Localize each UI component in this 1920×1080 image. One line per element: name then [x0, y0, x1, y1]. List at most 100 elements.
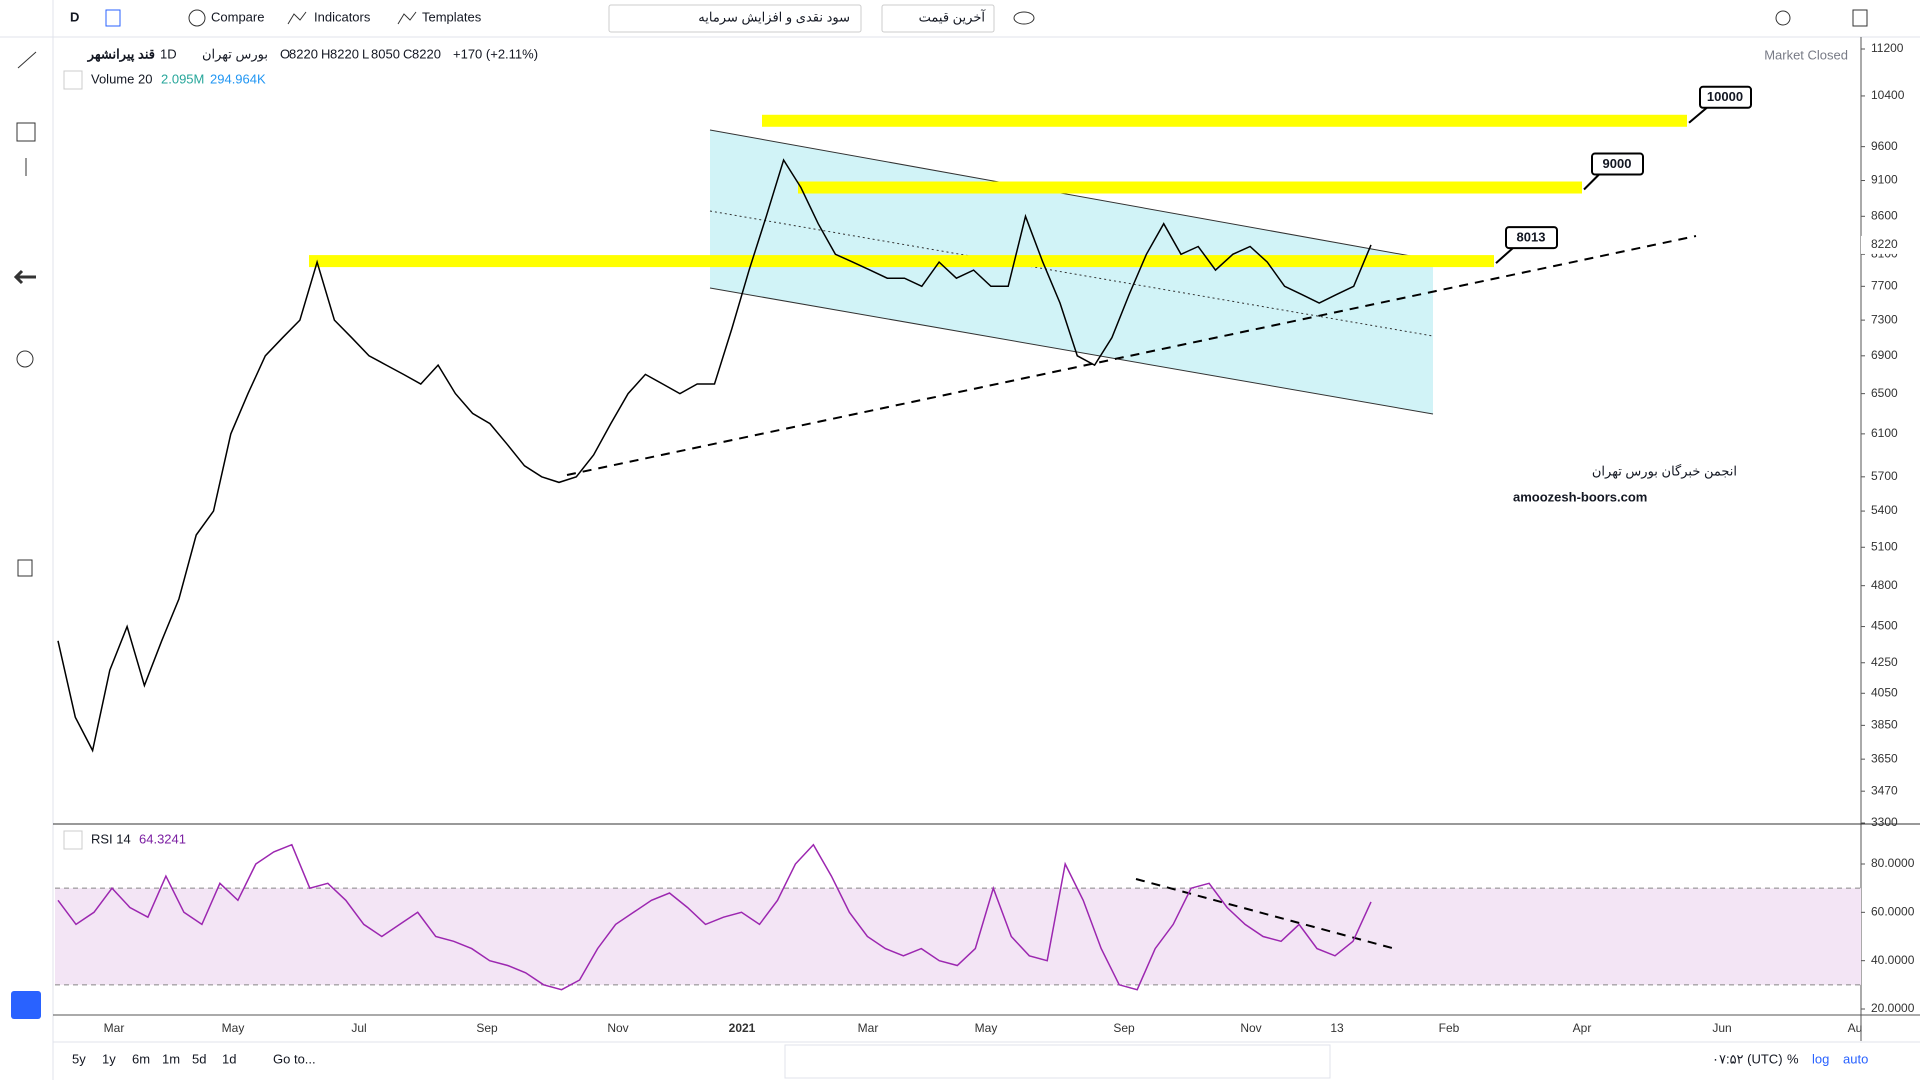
ohlc-key: O — [280, 46, 290, 61]
x-tick-label: Jul — [351, 1021, 366, 1035]
y-tick-label: 3850 — [1871, 718, 1898, 732]
callout-box — [1699, 85, 1752, 109]
visibility-icon[interactable] — [1013, 11, 1035, 25]
compare-button[interactable]: Compare — [211, 9, 264, 24]
x-tick-label: Sep — [476, 1021, 498, 1035]
rsi-trend-line — [1135, 878, 1393, 949]
auto-button[interactable]: auto — [1843, 1051, 1868, 1066]
callout-pointer — [1495, 246, 1515, 264]
range-button[interactable]: 1d — [222, 1051, 236, 1066]
ohlc-value: 8220 — [289, 46, 318, 61]
callout-label: 9000 — [1603, 156, 1632, 171]
y-tick-label: 3650 — [1871, 751, 1898, 765]
x-tick-label: Au — [1848, 1021, 1863, 1035]
back-tool[interactable] — [13, 269, 36, 285]
x-tick-label: Nov — [607, 1021, 628, 1035]
rsi-pane — [55, 887, 1861, 986]
level-band — [762, 114, 1687, 127]
layout-icon[interactable] — [1852, 9, 1868, 27]
channel-lower — [709, 287, 1434, 415]
y-tick-label: 3300 — [1871, 815, 1898, 829]
templates-button[interactable]: Templates — [422, 9, 482, 24]
callout-label: 10000 — [1707, 89, 1743, 104]
rsi-value: 64.3241 — [139, 831, 186, 846]
watermark-url: amoozesh-boors.com — [1513, 489, 1647, 504]
collapse-button[interactable] — [63, 70, 83, 90]
y-tick-label: 5100 — [1871, 539, 1898, 553]
rsi-title: RSI 14 — [91, 831, 131, 846]
shape-tool[interactable] — [16, 122, 36, 142]
y-tick-label: 8600 — [1871, 208, 1898, 222]
ohlc-key: C — [403, 46, 412, 61]
range-button[interactable]: 6m — [132, 1051, 150, 1066]
settings-icon[interactable] — [1775, 10, 1791, 26]
range-button[interactable]: 5y — [72, 1051, 86, 1066]
x-tick-label: Apr — [1573, 1021, 1592, 1035]
percent-button[interactable]: % — [1787, 1051, 1799, 1066]
favorites-button[interactable] — [11, 991, 41, 1019]
indicators-button[interactable]: Indicators — [314, 9, 371, 24]
symbol-name: قند پیرانشهر — [87, 46, 155, 62]
y-tick-label: 7700 — [1871, 278, 1898, 292]
range-button[interactable]: 5d — [192, 1051, 206, 1066]
x-tick-label: Feb — [1439, 1021, 1460, 1035]
y-tick-label: 10400 — [1871, 88, 1905, 102]
price-type-label: آخرین قیمت — [919, 8, 987, 25]
channel-mid — [709, 210, 1434, 337]
market-status: Market Closed — [1764, 47, 1848, 62]
callout-pointer — [1583, 172, 1601, 191]
ohlc-key: H — [321, 46, 330, 61]
range-button[interactable]: 1m — [162, 1051, 180, 1066]
trash-tool[interactable] — [17, 559, 33, 577]
y-tick-label: 4800 — [1871, 578, 1898, 592]
bottom-bar: 5y 1y 6m 1m 5d 1d Go to... ۰۷:۵۲ (UTC)% log auto — [72, 1051, 1868, 1066]
candle-icon[interactable] — [105, 9, 121, 27]
interval-button[interactable]: D — [70, 9, 79, 24]
y-tick-label: 9100 — [1871, 173, 1898, 187]
compare-icon[interactable] — [188, 9, 206, 27]
ohlc-value: 8220 — [330, 46, 359, 61]
last-price-label: 8220 — [1871, 237, 1898, 251]
trend-line — [566, 235, 1697, 476]
price-line — [57, 158, 1372, 753]
left-toolbar — [13, 51, 37, 577]
range-button[interactable]: 1y — [102, 1051, 116, 1066]
price-type-dropdown[interactable] — [881, 4, 995, 33]
y-tick-label: 4500 — [1871, 619, 1898, 633]
channel-fill — [710, 130, 1433, 414]
collapse-button[interactable] — [63, 830, 83, 850]
legend-change: +170 (+2.11%) — [453, 46, 538, 61]
y-tick-label: 7300 — [1871, 312, 1898, 326]
y-tick-label: 3470 — [1871, 783, 1898, 797]
x-tick-label: Sep — [1113, 1021, 1135, 1035]
y-tick-label: 60.0000 — [1871, 905, 1915, 919]
callout-box — [1591, 152, 1644, 176]
y-tick-label: 6100 — [1871, 426, 1898, 440]
y-tick-label: 80.0000 — [1871, 856, 1915, 870]
callout-box — [1505, 226, 1558, 250]
levels: 10000 9000 8013 — [309, 85, 1752, 268]
y-tick-label: 6900 — [1871, 348, 1898, 362]
volume-value: 2.095M — [161, 71, 204, 86]
x-tick-label: May — [222, 1021, 245, 1035]
log-button[interactable]: log — [1812, 1051, 1829, 1066]
x-tick-label: Mar — [104, 1021, 125, 1035]
symbol-list-dropdown[interactable] — [608, 4, 862, 33]
drawing-toolbar — [784, 1044, 1331, 1079]
goto-button[interactable]: Go to... — [273, 1051, 316, 1066]
x-tick-label: Mar — [858, 1021, 879, 1035]
templates-icon[interactable] — [397, 11, 417, 25]
trendline-tool[interactable] — [17, 51, 37, 69]
x-tick-label: May — [975, 1021, 998, 1035]
x-tick-label: 13 — [1330, 1021, 1344, 1035]
indicators-icon[interactable] — [287, 11, 307, 25]
x-tick-label: Nov — [1240, 1021, 1261, 1035]
price-line — [57, 843, 1372, 991]
symbol-list-label: سود نقدی و افزایش سرمایه — [698, 9, 850, 25]
clock: ۰۷:۵۲ (UTC) — [1712, 1051, 1783, 1066]
y-tick-label: 20.0000 — [1871, 1001, 1915, 1015]
callout-label: 8013 — [1517, 230, 1546, 245]
zoom-tool[interactable] — [16, 350, 34, 368]
y-tick-label: 4050 — [1871, 685, 1898, 699]
